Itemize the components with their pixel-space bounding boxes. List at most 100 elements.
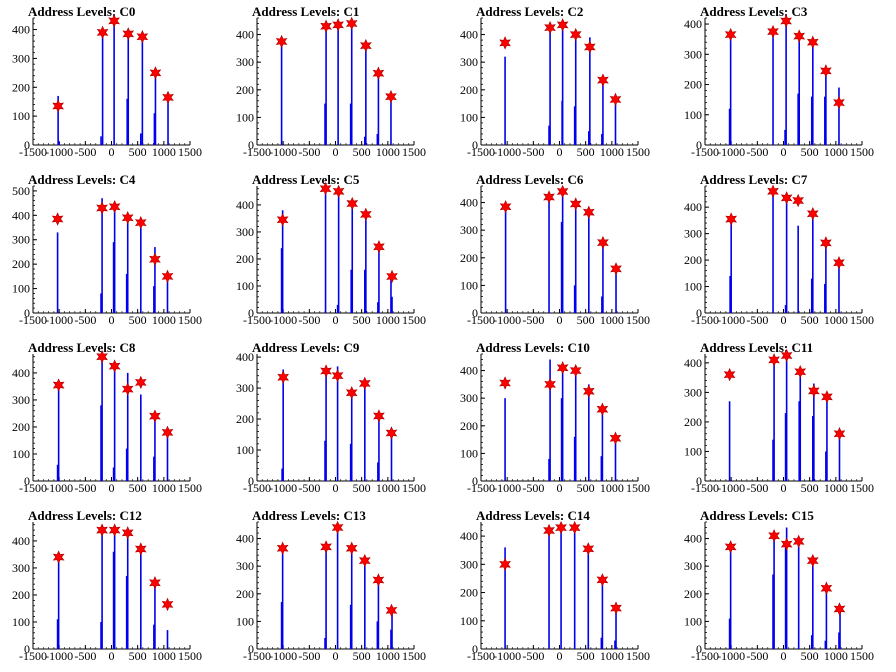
histogram-bar (839, 610, 841, 649)
histogram-bar (810, 635, 813, 649)
histogram-bar (560, 527, 562, 649)
chart-panel: Address Levels: C1 0 100 200 300 400 -1500 -100… (224, 0, 448, 168)
histogram-bar (548, 197, 550, 313)
peak-marker (162, 90, 174, 105)
histogram-bar (166, 276, 169, 313)
histogram-bar (154, 72, 157, 145)
histogram-bar (588, 210, 590, 313)
x-tick-label: 500 (353, 145, 371, 159)
histogram-bar (153, 624, 155, 649)
y-tick-label: 400 (12, 23, 30, 37)
y-tick-label: 300 (236, 55, 254, 69)
peak-marker (345, 385, 358, 400)
peak-marker (584, 40, 596, 54)
histogram-bar (57, 383, 60, 481)
peak-marker (792, 193, 804, 208)
histogram-bar (573, 530, 576, 649)
y-tick-label: 0 (696, 306, 702, 320)
histogram-bar (57, 95, 59, 145)
peak-marker (820, 581, 833, 596)
histogram-bar (378, 245, 380, 313)
histogram-bar (798, 36, 800, 146)
chart-plot: 0 100 200 300 400 -1500-1000 -500 0 500 1000 1500 (12, 349, 202, 495)
peak-marker (108, 359, 121, 373)
x-tick-label: 1500 (626, 481, 650, 495)
peak-marker (569, 27, 582, 42)
histogram-bar (364, 136, 366, 145)
x-tick-label: 1500 (402, 481, 426, 495)
histogram-bar (825, 244, 827, 313)
histogram-bar (376, 621, 379, 649)
histogram-bar (601, 411, 604, 481)
histogram-bar (614, 100, 617, 145)
x-tick-label: 0 (557, 145, 563, 159)
histogram-bar (561, 365, 564, 481)
chart-plot: 0 100 200 300 400 500 -1500-1000 -500 0 500 1000 15… (12, 184, 202, 327)
histogram-bar (588, 131, 590, 145)
histogram-bar (549, 359, 551, 481)
histogram-bar (601, 133, 603, 145)
x-tick-label: 1500 (626, 145, 650, 159)
x-tick-label: -1500 (19, 481, 47, 495)
histogram-bar (377, 75, 380, 145)
peak-marker (386, 269, 398, 284)
y-tick-label: 300 (460, 55, 478, 69)
y-tick-label: 0 (472, 474, 478, 488)
x-tick-label: 500 (129, 313, 147, 327)
peak-marker (275, 34, 288, 49)
histogram-bar (281, 468, 283, 481)
histogram-bar (113, 18, 115, 145)
x-tick-label: -1000 (493, 649, 521, 663)
x-tick-label: 0 (557, 313, 563, 327)
peak-marker (723, 367, 736, 382)
y-tick-label: 0 (248, 474, 254, 488)
histogram-bar (113, 205, 116, 313)
x-tick-label: 0 (109, 649, 115, 663)
chart-panel: Address Levels: C7 0 100 200 300 400 -1500 -100… (672, 168, 896, 336)
histogram-bar (112, 551, 115, 649)
histogram-bar (600, 456, 603, 481)
chart-plot: 0 100 200 300 400 -1500-1000 -500 0 500 1000 1500 (684, 521, 874, 663)
peak-marker (767, 184, 779, 199)
x-tick-label: 1500 (402, 145, 426, 159)
histogram-bar (574, 370, 577, 481)
y-tick-label: 200 (236, 252, 254, 266)
y-tick-label: 100 (684, 444, 702, 458)
chart-title: Address Levels: C12 (28, 508, 142, 523)
histogram-bar (390, 434, 393, 481)
peak-marker (108, 14, 120, 28)
chart-title: Address Levels: C14 (476, 508, 590, 523)
chart-title: Address Levels: C4 (28, 172, 136, 187)
y-tick-label: 0 (248, 138, 254, 152)
x-tick-label: -1500 (243, 649, 271, 663)
histogram-bar (548, 530, 550, 649)
y-tick-label: 200 (12, 420, 30, 434)
peak-marker (136, 30, 149, 44)
peak-marker (161, 597, 174, 612)
chart-panel: Address Levels: C9 0 100 200 300 400 -1500 -100… (224, 336, 448, 504)
y-tick-label: 300 (236, 225, 254, 239)
histogram-bar (772, 191, 774, 313)
histogram-bar (729, 275, 731, 313)
y-tick-label: 0 (472, 138, 478, 152)
peak-marker (52, 378, 65, 392)
x-tick-label: 1500 (850, 145, 874, 159)
histogram-bar (602, 243, 604, 313)
histogram-bar (349, 443, 352, 481)
y-tick-label: 400 (236, 350, 254, 364)
histogram-bar (573, 436, 576, 481)
histogram-bar (548, 458, 550, 481)
peak-marker (833, 95, 845, 110)
histogram-bar (838, 87, 840, 145)
x-tick-label: 500 (353, 649, 371, 663)
histogram-bar (772, 574, 774, 649)
y-tick-label: 100 (684, 108, 702, 122)
histogram-bar (57, 557, 60, 649)
histogram-bar (797, 544, 800, 649)
peak-marker (768, 529, 780, 543)
x-tick-label: 1500 (402, 313, 426, 327)
histogram-bar (127, 35, 130, 146)
peak-marker (277, 370, 290, 384)
histogram-bar (785, 199, 788, 313)
x-tick-label: 1500 (178, 649, 202, 663)
